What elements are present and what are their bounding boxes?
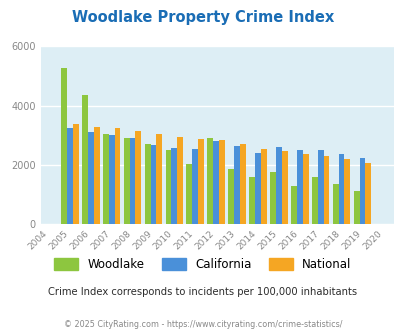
Bar <box>186 164 192 224</box>
Bar <box>290 186 296 224</box>
Bar <box>72 124 79 224</box>
Bar <box>254 153 260 224</box>
Text: Crime Index corresponds to incidents per 100,000 inhabitants: Crime Index corresponds to incidents per… <box>48 287 357 297</box>
Bar <box>311 177 317 224</box>
Bar <box>171 148 177 224</box>
Bar <box>359 158 364 224</box>
Bar <box>67 128 72 224</box>
Bar <box>87 132 94 224</box>
Bar <box>135 131 141 224</box>
Bar <box>198 139 204 224</box>
Bar <box>275 148 281 224</box>
Bar <box>144 144 150 224</box>
Bar <box>192 149 198 224</box>
Text: Woodlake Property Crime Index: Woodlake Property Crime Index <box>72 10 333 25</box>
Bar <box>61 68 67 224</box>
Bar <box>332 184 338 224</box>
Bar <box>165 150 171 224</box>
Legend: Woodlake, California, National: Woodlake, California, National <box>49 253 356 276</box>
Bar <box>302 154 308 224</box>
Bar <box>234 146 239 224</box>
Bar <box>150 145 156 224</box>
Bar <box>269 172 275 224</box>
Bar <box>124 138 129 224</box>
Bar <box>102 134 109 224</box>
Bar <box>249 177 254 224</box>
Bar <box>156 134 162 224</box>
Bar <box>177 137 183 224</box>
Bar <box>228 170 234 224</box>
Bar <box>344 159 350 224</box>
Bar <box>129 138 135 224</box>
Bar <box>353 191 359 224</box>
Bar <box>296 150 302 224</box>
Text: © 2025 CityRating.com - https://www.cityrating.com/crime-statistics/: © 2025 CityRating.com - https://www.city… <box>64 320 341 329</box>
Bar <box>317 150 323 224</box>
Bar <box>364 163 370 224</box>
Bar <box>281 151 287 224</box>
Bar <box>323 156 328 224</box>
Bar <box>114 128 120 224</box>
Bar <box>207 138 213 224</box>
Bar <box>260 149 266 224</box>
Bar <box>239 144 245 224</box>
Bar <box>82 95 87 224</box>
Bar <box>94 127 99 224</box>
Bar <box>109 135 114 224</box>
Bar <box>219 140 224 224</box>
Bar <box>213 141 219 224</box>
Bar <box>338 154 344 224</box>
